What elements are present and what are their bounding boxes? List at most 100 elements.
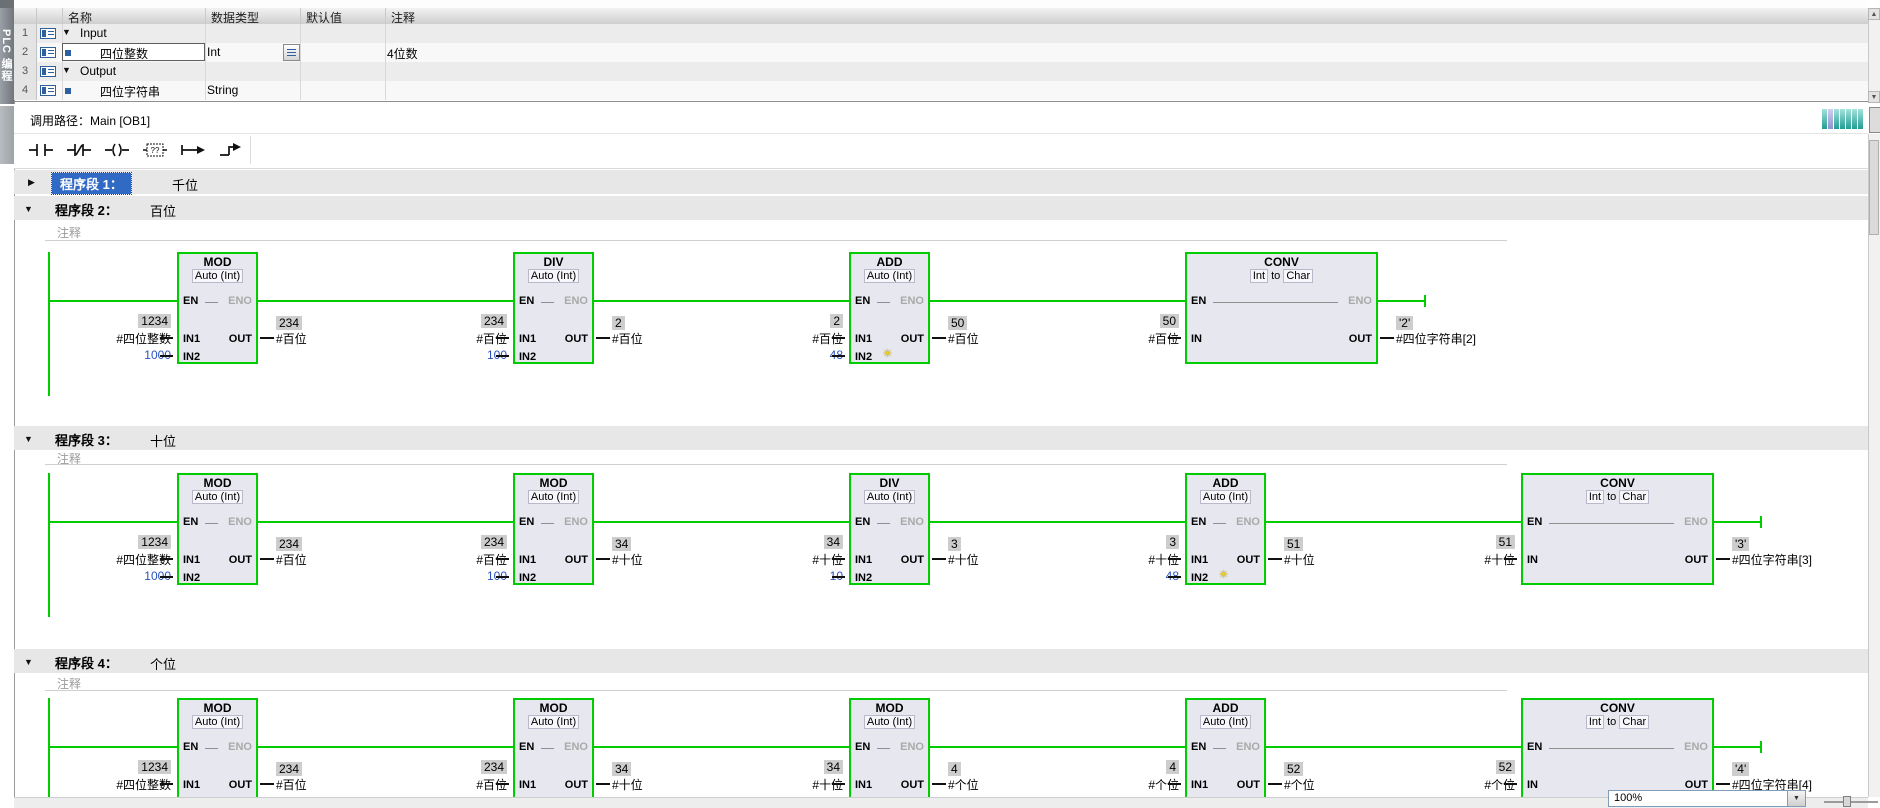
selected-name-cell[interactable] <box>62 43 205 61</box>
name-cell[interactable]: Output <box>80 64 117 78</box>
operand-label[interactable]: #个位 <box>1484 778 1515 792</box>
expand-triangle-icon[interactable]: ▼ <box>62 65 71 75</box>
type-cell[interactable]: Int <box>207 45 221 59</box>
network-comment[interactable]: 注释 <box>57 452 82 466</box>
operand-label[interactable]: #百位 <box>948 332 979 346</box>
type-cell[interactable]: String <box>207 83 239 97</box>
constant-value[interactable]: 100 <box>377 569 507 583</box>
coil-button[interactable] <box>98 136 137 164</box>
name-cell[interactable]: Input <box>80 26 107 40</box>
network-comment[interactable]: 注释 <box>57 677 82 691</box>
constant-value[interactable]: 10 <box>713 569 843 583</box>
operand-label[interactable]: #四位字符串[2] <box>1396 332 1477 346</box>
operand-label[interactable]: #十位 <box>612 553 643 567</box>
operand-label[interactable]: #四位字符串[4] <box>1732 778 1813 792</box>
chevron-down-icon[interactable]: ▼ <box>1787 791 1805 806</box>
operand-label[interactable]: #百位 <box>612 332 643 346</box>
expanded-triangle-icon[interactable]: ▼ <box>24 204 33 214</box>
scroll-up-icon[interactable]: ▲ <box>1868 8 1880 20</box>
normally-open-contact-button[interactable] <box>22 136 61 164</box>
constant-value[interactable]: 48 <box>713 348 843 362</box>
zoom-slider-track[interactable] <box>1824 801 1878 803</box>
editor-scrollbar-thumb[interactable] <box>1869 140 1879 235</box>
network-title[interactable]: 十位 <box>150 434 177 449</box>
operand-label[interactable]: #四位整数 <box>116 778 171 792</box>
constant-value[interactable]: 100 <box>377 348 507 362</box>
operand-label[interactable]: #百位 <box>812 332 843 346</box>
close-branch-button[interactable] <box>212 136 251 164</box>
constant-value[interactable]: 1000 <box>144 569 171 583</box>
operand-label[interactable]: #个位 <box>1284 778 1315 792</box>
operand-label[interactable]: #十位 <box>612 778 643 792</box>
operand-label[interactable]: #四位整数 <box>116 553 171 567</box>
bottom-scroll-bar[interactable] <box>14 797 1868 808</box>
operand-label[interactable]: #百位 <box>276 332 307 346</box>
operand-label[interactable]: #百位 <box>276 553 307 567</box>
insert-input-star-icon[interactable]: ✳ <box>1219 569 1229 581</box>
window-icon[interactable] <box>1869 107 1880 133</box>
network-header[interactable]: ▼ 程序段 3： 十位 <box>14 426 1868 450</box>
name-cell[interactable]: 四位字符串 <box>100 85 161 99</box>
secondary-tab[interactable] <box>0 106 14 164</box>
network-label[interactable]: 程序段 1： <box>51 172 132 195</box>
zoom-select[interactable]: 100% ▼ <box>1608 790 1806 807</box>
lad-block-div[interactable]: DIV Auto (Int) EN ENO IN1 IN2 OUT <box>513 252 594 364</box>
table-scrollbar[interactable] <box>1868 8 1880 103</box>
operand-label[interactable]: #百位 <box>476 553 507 567</box>
operand-label[interactable]: #十位 <box>812 553 843 567</box>
operand-label[interactable]: #四位字符串[3] <box>1732 553 1813 567</box>
network-comment[interactable]: 注释 <box>57 226 82 240</box>
constant-value[interactable]: 48 <box>1049 569 1179 583</box>
editor-scrollbar[interactable] <box>1868 134 1880 797</box>
network-header[interactable]: ▶ 程序段 1： 千位 <box>14 170 1868 195</box>
open-branch-button[interactable] <box>174 136 213 164</box>
operand-label[interactable]: #百位 <box>276 778 307 792</box>
operand-label[interactable]: #四位整数 <box>116 332 171 346</box>
scroll-down-icon[interactable]: ▼ <box>1868 91 1880 103</box>
operand-label[interactable]: #个位 <box>1148 778 1179 792</box>
operand-label[interactable]: #百位 <box>476 778 507 792</box>
operand-label[interactable]: #十位 <box>1284 553 1315 567</box>
comment-cell[interactable]: 4位数 <box>387 47 418 61</box>
operand-label[interactable]: #百位 <box>1148 332 1179 346</box>
operand-label[interactable]: #十位 <box>812 778 843 792</box>
operand-label[interactable]: #百位 <box>476 332 507 346</box>
plc-programming-tab[interactable]: PLC 编程 <box>0 8 14 104</box>
lad-block-conv[interactable]: CONV Int to Char EN ENO IN OUT <box>1521 473 1714 585</box>
network-header[interactable]: ▼ 程序段 4： 个位 <box>14 649 1868 673</box>
operand-label[interactable]: #个位 <box>948 778 979 792</box>
network-title[interactable]: 个位 <box>150 657 177 672</box>
network-label[interactable]: 程序段 2： <box>55 203 118 218</box>
zoom-slider-thumb[interactable] <box>1843 796 1851 807</box>
network-label[interactable]: 程序段 3： <box>55 433 118 448</box>
constant-value[interactable]: 1000 <box>144 348 171 362</box>
lad-block-conv[interactable]: CONV Int to Char EN ENO IN OUT <box>1521 698 1714 808</box>
network-label[interactable]: 程序段 4： <box>55 656 118 671</box>
lad-block-div[interactable]: DIV Auto (Int) EN ENO IN1 IN2 OUT <box>849 473 930 585</box>
operand-label[interactable]: #十位 <box>1484 553 1515 567</box>
operand-label[interactable]: #十位 <box>1148 553 1179 567</box>
operand-label[interactable]: #十位 <box>948 553 979 567</box>
empty-box-button[interactable]: ?? <box>136 136 175 164</box>
collapsed-triangle-icon[interactable]: ▶ <box>28 177 35 187</box>
network-header[interactable]: ▼ 程序段 2： 百位 <box>14 196 1868 220</box>
name-cell[interactable]: 四位整数 <box>100 47 149 61</box>
lad-block-conv[interactable]: CONV Int to Char EN ENO IN OUT <box>1185 252 1378 364</box>
type-select-button[interactable] <box>283 44 300 61</box>
network-title[interactable]: 百位 <box>150 204 177 219</box>
insert-input-star-icon[interactable]: ✳ <box>883 348 893 360</box>
expand-triangle-icon[interactable]: ▼ <box>62 27 71 37</box>
expanded-triangle-icon[interactable]: ▼ <box>24 657 33 667</box>
normally-closed-contact-button[interactable] <box>60 136 99 164</box>
expanded-triangle-icon[interactable]: ▼ <box>24 434 33 444</box>
network-title[interactable]: 千位 <box>172 178 199 193</box>
